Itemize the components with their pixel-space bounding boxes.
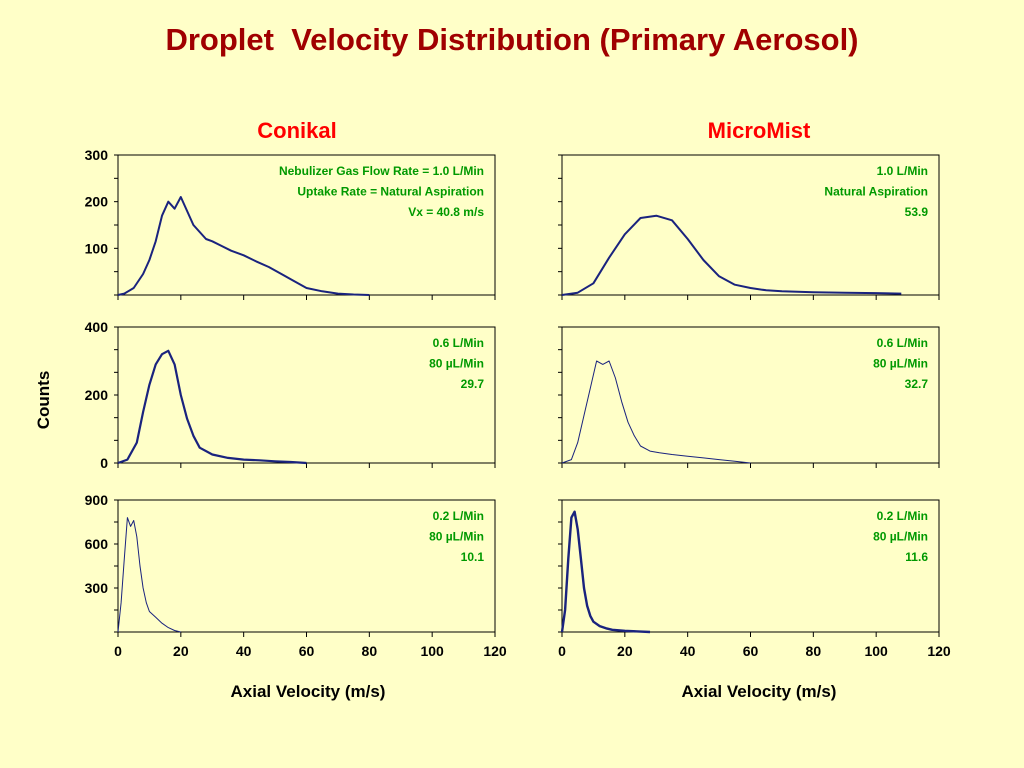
x-tick-label: 120	[927, 643, 951, 659]
annotation-text: 53.9	[905, 205, 929, 219]
x-tick-label: 0	[114, 643, 122, 659]
annotation-text: 0.6 L/Min	[877, 336, 928, 350]
y-tick-label: 900	[85, 492, 109, 508]
y-tick-label: 0	[100, 455, 108, 471]
annotation-text: 0.2 L/Min	[433, 509, 484, 523]
x-tick-label: 100	[864, 643, 888, 659]
y-tick-label: 200	[85, 387, 109, 403]
annotation-text: 29.7	[461, 377, 485, 391]
annotation-text: 0.2 L/Min	[877, 509, 928, 523]
x-tick-label: 80	[362, 643, 378, 659]
x-tick-label: 60	[299, 643, 315, 659]
x-axis-label-left: Axial Velocity (m/s)	[230, 682, 386, 701]
y-tick-label: 300	[85, 580, 109, 596]
x-tick-label: 20	[173, 643, 189, 659]
annotation-text: 1.0 L/Min	[877, 164, 928, 178]
column-heading-conikal: Conikal	[257, 118, 337, 143]
x-tick-label: 120	[483, 643, 507, 659]
y-tick-label: 100	[85, 240, 109, 256]
annotation-text: Nebulizer Gas Flow Rate = 1.0 L/Min	[279, 164, 484, 178]
series-line	[117, 349, 307, 465]
annotation-text: Vx = 40.8 m/s	[408, 205, 484, 219]
y-tick-label: 200	[85, 194, 109, 210]
series-line	[117, 517, 181, 633]
y-tick-label: 300	[85, 147, 109, 163]
annotation-text: 10.1	[461, 550, 485, 564]
annotation-text: 11.6	[905, 550, 928, 564]
x-tick-label: 40	[236, 643, 252, 659]
annotation-text: 80 µL/Min	[873, 530, 928, 544]
series-line	[561, 360, 751, 464]
page-title: Droplet Velocity Distribution (Primary A…	[165, 22, 859, 57]
series-line	[560, 510, 651, 634]
x-tick-label: 20	[617, 643, 633, 659]
column-heading-micromist: MicroMist	[707, 118, 811, 143]
annotation-text: 0.6 L/Min	[433, 336, 484, 350]
annotation-text: Uptake Rate = Natural Aspiration	[297, 185, 484, 199]
x-tick-label: 0	[558, 643, 566, 659]
series-line	[561, 214, 902, 296]
y-tick-label: 400	[85, 319, 109, 335]
series-line	[117, 196, 370, 296]
annotation-text: 32.7	[905, 377, 929, 391]
y-tick-label: 600	[85, 536, 109, 552]
x-axis-label-right: Axial Velocity (m/s)	[681, 682, 837, 701]
x-tick-label: 40	[680, 643, 696, 659]
annotation-text: Natural Aspiration	[824, 185, 928, 199]
x-tick-label: 60	[743, 643, 759, 659]
annotation-text: 80 µL/Min	[429, 357, 484, 371]
annotation-text: 80 µL/Min	[429, 530, 484, 544]
annotation-text: 80 µL/Min	[873, 357, 928, 371]
x-tick-label: 100	[420, 643, 444, 659]
x-tick-label: 80	[806, 643, 822, 659]
